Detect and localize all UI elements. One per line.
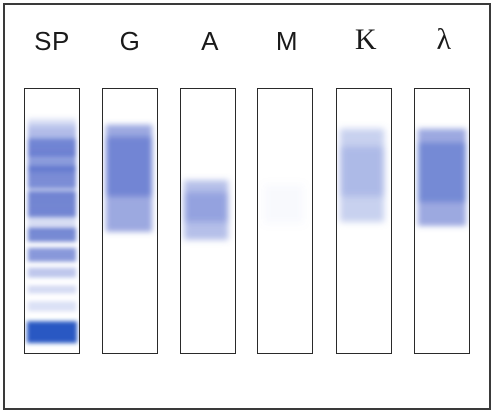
sp-band — [27, 301, 77, 312]
lane-lambda — [414, 88, 470, 354]
lambda-band-core — [417, 142, 467, 203]
lane-label-lambda: λ — [436, 23, 452, 56]
sp-band — [27, 227, 77, 242]
g-band-core — [105, 136, 153, 197]
sp-band — [27, 166, 77, 189]
lane-label-k: K — [354, 23, 378, 56]
lane-label-m: M — [275, 26, 299, 56]
lane-m — [257, 88, 313, 354]
k-band-core — [339, 146, 385, 197]
lane-g-bands — [105, 124, 153, 232]
lane-m-bands — [263, 184, 305, 224]
sp-band — [27, 138, 77, 157]
sp-albumin-band — [26, 321, 78, 344]
lane-lambda-bands — [417, 128, 467, 226]
lane-label-sp: SP — [34, 26, 70, 56]
lane-k — [336, 88, 392, 354]
m-trace — [263, 184, 305, 224]
lane-k-bands — [339, 128, 385, 222]
sp-band — [27, 247, 77, 262]
electrophoresis-panel-frame — [3, 3, 491, 410]
sp-band — [27, 267, 77, 278]
lane-sp-bands — [26, 116, 78, 344]
a-band-core — [183, 192, 229, 222]
lane-a-bands — [183, 180, 229, 240]
sp-band — [27, 191, 77, 218]
lane-label-g: G — [119, 26, 141, 56]
lane-label-a: A — [201, 26, 219, 56]
lane-g — [102, 88, 158, 354]
lane-sp — [24, 88, 80, 354]
sp-band — [27, 285, 77, 294]
lane-a — [180, 88, 236, 354]
